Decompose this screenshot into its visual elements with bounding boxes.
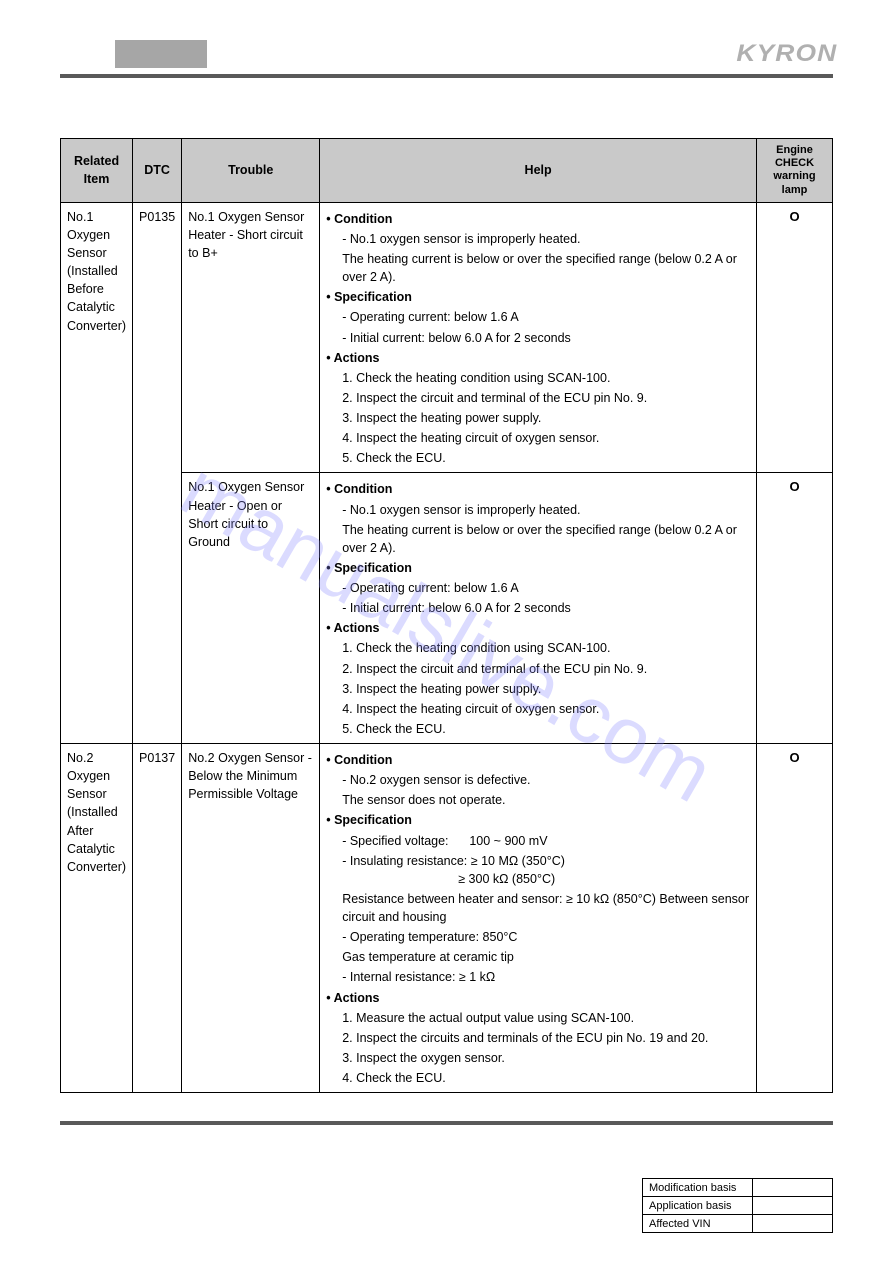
action-line: 1. Check the heating condition using SCA…: [342, 639, 750, 657]
cond-line: No.2 oxygen sensor is defective.: [342, 771, 750, 789]
header-grey-box: [115, 40, 207, 68]
cell-lamp: O: [757, 473, 833, 744]
cond-line: No.1 oxygen sensor is improperly heated.: [342, 230, 750, 248]
dtc-table: Related Item DTC Trouble Help Engine CHE…: [60, 138, 833, 1093]
footer-mod-val: [753, 1179, 833, 1197]
spec-line: Operating current: below 1.6 A: [342, 308, 750, 326]
label-actions: Actions: [326, 989, 750, 1007]
footer-app-label: Application basis: [643, 1197, 753, 1215]
spec-line: Initial current: below 6.0 A for 2 secon…: [342, 329, 750, 347]
footer-vin-label: Affected VIN: [643, 1215, 753, 1233]
action-line: 3. Inspect the heating power supply.: [342, 680, 750, 698]
action-line: 2. Inspect the circuits and terminals of…: [342, 1029, 750, 1047]
brand-logo: KYRON: [737, 40, 838, 68]
spec-line: Initial current: below 6.0 A for 2 secon…: [342, 599, 750, 617]
label-actions: Actions: [326, 619, 750, 637]
th-help: Help: [320, 139, 757, 203]
action-line: 4. Inspect the heating circuit of oxygen…: [342, 700, 750, 718]
action-line: 3. Inspect the heating power supply.: [342, 409, 750, 427]
label-spec: Specification: [326, 288, 750, 306]
cond-line: The heating current is below or over the…: [342, 521, 750, 557]
cell-help: Condition No.2 oxygen sensor is defectiv…: [320, 744, 757, 1093]
cell-help: Condition No.1 oxygen sensor is improper…: [320, 473, 757, 744]
label-spec: Specification: [326, 811, 750, 829]
th-trouble: Trouble: [182, 139, 320, 203]
footer-app-val: [753, 1197, 833, 1215]
action-line: 2. Inspect the circuit and terminal of t…: [342, 660, 750, 678]
spec-line: Internal resistance: ≥ 1 kΩ: [342, 968, 750, 986]
label-condition: Condition: [326, 751, 750, 769]
action-line: 5. Check the ECU.: [342, 449, 750, 467]
cell-lamp: O: [757, 202, 833, 473]
th-item: Related Item: [61, 139, 133, 203]
spec-line: Operating current: below 1.6 A: [342, 579, 750, 597]
cell-trouble: No.2 Oxygen Sensor - Below the Minimum P…: [182, 744, 320, 1093]
label-actions: Actions: [326, 349, 750, 367]
cond-line: No.1 oxygen sensor is improperly heated.: [342, 501, 750, 519]
spec-line: Specified voltage: 100 ~ 900 mV: [342, 832, 750, 850]
th-lamp: Engine CHECK warning lamp: [757, 139, 833, 203]
action-line: 5. Check the ECU.: [342, 720, 750, 738]
spec-line: Resistance between heater and sensor: ≥ …: [342, 890, 750, 926]
header-rule: [60, 74, 833, 78]
action-line: 4. Check the ECU.: [342, 1069, 750, 1087]
action-line: 2. Inspect the circuit and terminal of t…: [342, 389, 750, 407]
label-condition: Condition: [326, 210, 750, 228]
action-line: 4. Inspect the heating circuit of oxygen…: [342, 429, 750, 447]
spec-line: ≥ 300 kΩ (850°C): [458, 870, 750, 888]
cell-help: Condition No.1 oxygen sensor is improper…: [320, 202, 757, 473]
spec-line: Insulating resistance: ≥ 10 MΩ (350°C): [342, 852, 750, 870]
cell-item: No.1 Oxygen Sensor (Installed Before Cat…: [61, 202, 133, 743]
footer-mod-label: Modification basis: [643, 1179, 753, 1197]
th-dtc: DTC: [133, 139, 182, 203]
spec-line: Operating temperature: 850°C: [342, 928, 750, 946]
label-condition: Condition: [326, 480, 750, 498]
cell-trouble: No.1 Oxygen Sensor Heater - Short circui…: [182, 202, 320, 473]
action-line: 1. Measure the actual output value using…: [342, 1009, 750, 1027]
cell-dtc: P0137: [133, 744, 182, 1093]
cell-lamp: O: [757, 744, 833, 1093]
label-spec: Specification: [326, 559, 750, 577]
action-line: 3. Inspect the oxygen sensor.: [342, 1049, 750, 1067]
spec-line: Gas temperature at ceramic tip: [342, 948, 750, 966]
footer-rule: [60, 1121, 833, 1125]
footer-vin-val: [753, 1215, 833, 1233]
cond-line: The heating current is below or over the…: [342, 250, 750, 286]
cell-item: No.2 Oxygen Sensor (Installed After Cata…: [61, 744, 133, 1093]
cell-trouble: No.1 Oxygen Sensor Heater - Open or Shor…: [182, 473, 320, 744]
cell-dtc: P0135: [133, 202, 182, 743]
footer-info-box: Modification basis Application basis Aff…: [642, 1178, 833, 1233]
action-line: 1. Check the heating condition using SCA…: [342, 369, 750, 387]
cond-line: The sensor does not operate.: [342, 791, 750, 809]
